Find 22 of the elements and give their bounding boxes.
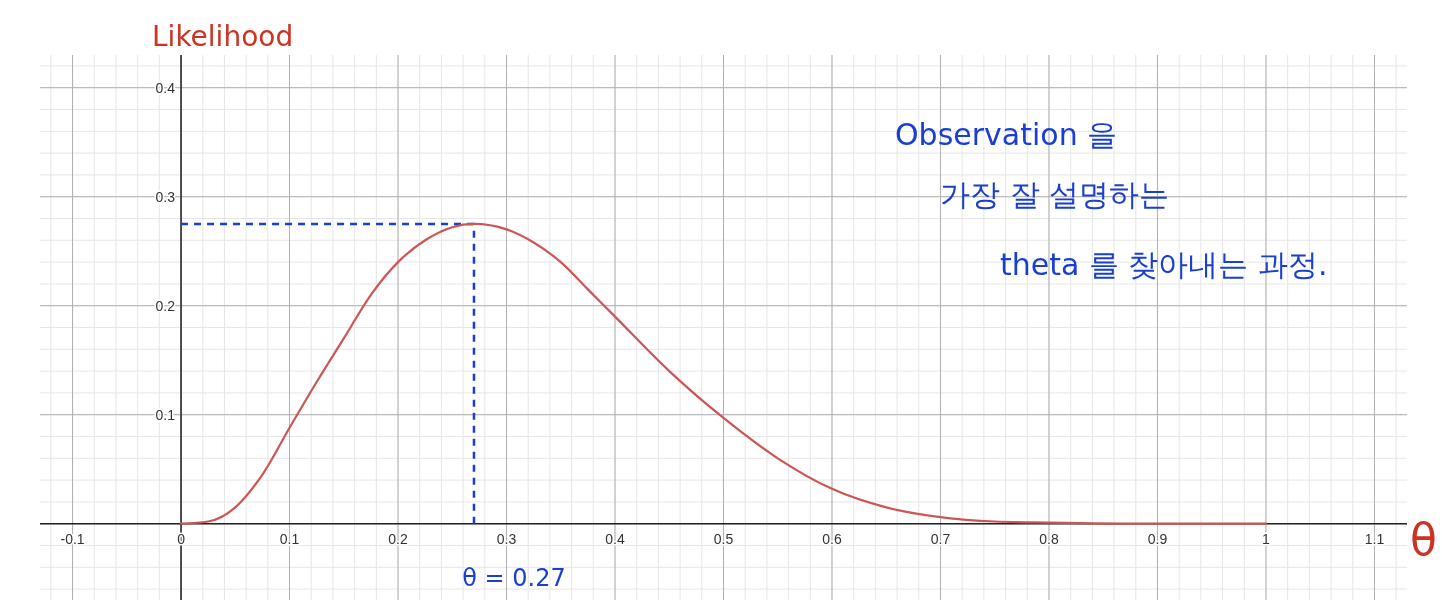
x-tick-label: 0.6 [822, 530, 842, 547]
y-axis-title: Likelihood [152, 20, 294, 53]
x-tick-label: 0.1 [279, 530, 300, 547]
x-tick-label: 0.4 [605, 530, 625, 547]
x-tick-label: 0.2 [388, 530, 408, 547]
y-tick-label: 0.2 [155, 297, 176, 314]
x-axis-title: θ [1410, 514, 1437, 565]
annotation: Observation 을 [895, 117, 1118, 152]
x-tick-label: 0.5 [713, 530, 734, 547]
x-tick-label: 1.1 [1364, 530, 1385, 547]
y-tick-label: 0.1 [155, 406, 176, 423]
x-tick-label: 0.3 [496, 530, 517, 547]
x-tick-label: 1 [1262, 530, 1271, 547]
x-tick-label: 0.9 [1147, 530, 1168, 547]
y-tick-label: 0.4 [155, 79, 176, 96]
x-tick-label: -0.1 [60, 530, 85, 547]
ref-line-label: θ = 0.27 [462, 563, 566, 592]
annotation: 가장 잘 설명하는 [940, 177, 1170, 212]
y-tick-label: 0.3 [155, 188, 176, 205]
x-tick-label: 0.8 [1039, 530, 1059, 547]
annotation: theta 를 찾아내는 과정. [1000, 247, 1328, 282]
x-tick-label: 0.7 [930, 530, 951, 547]
